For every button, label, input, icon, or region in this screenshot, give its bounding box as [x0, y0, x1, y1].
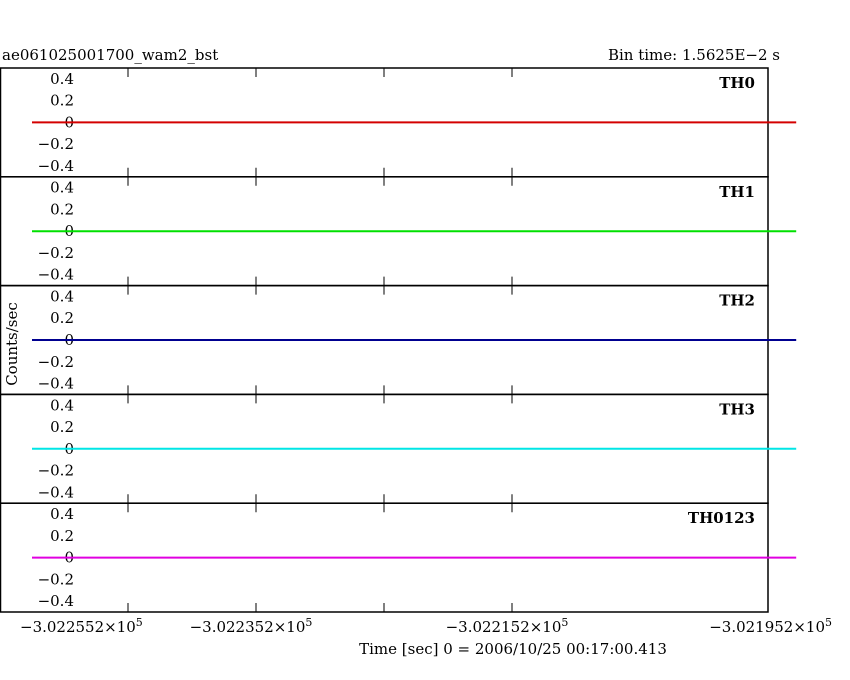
series-label: TH3 — [719, 400, 755, 418]
y-tick-label: 0.4 — [50, 505, 74, 523]
y-tick-label: 0.2 — [50, 418, 74, 436]
y-tick-label: −0.4 — [38, 483, 74, 501]
bin-time-label: Bin time: 1.5625E−2 s — [608, 46, 780, 64]
series-label: TH0123 — [688, 509, 755, 527]
x-tick-label: −3.022552×105 — [20, 616, 143, 636]
panels: 0.40.20−0.2−0.4TH00.40.20−0.2−0.4TH10.40… — [0, 67, 797, 613]
y-tick-label: −0.2 — [38, 462, 74, 480]
x-tick-label: −3.022152×105 — [446, 616, 569, 636]
x-tick-label: −3.021952×105 — [709, 616, 832, 636]
y-tick-label: 0.4 — [50, 179, 74, 197]
y-tick-label: 0.2 — [50, 92, 74, 110]
y-tick-label: −0.2 — [38, 570, 74, 588]
series-label: TH0 — [719, 74, 755, 92]
y-tick-label: 0.2 — [50, 527, 74, 545]
y-axis-label: Counts/sec — [3, 302, 21, 386]
x-axis-label: Time [sec] 0 = 2006/10/25 00:17:00.413 — [359, 640, 667, 658]
y-tick-label: 0.4 — [50, 287, 74, 305]
series-label: TH2 — [719, 292, 755, 310]
x-axis: −3.022552×105 −3.022352×105 −3.022152×105 −… — [20, 616, 832, 636]
chart-title: ae061025001700_wam2_bst — [2, 46, 218, 64]
y-tick-label: −0.2 — [38, 353, 74, 371]
y-tick-label: −0.4 — [38, 375, 74, 393]
y-tick-label: 0.4 — [50, 396, 74, 414]
y-tick-label: 0.2 — [50, 309, 74, 327]
y-tick-label: 0.2 — [50, 200, 74, 218]
x-tick-label: −3.022352×105 — [190, 616, 313, 636]
series-label: TH1 — [719, 183, 755, 201]
y-tick-label: 0.4 — [50, 70, 74, 88]
y-tick-label: −0.4 — [38, 592, 74, 610]
y-tick-label: −0.4 — [38, 266, 74, 284]
y-tick-label: −0.4 — [38, 157, 74, 175]
y-tick-label: −0.2 — [38, 244, 74, 262]
y-tick-label: −0.2 — [38, 135, 74, 153]
